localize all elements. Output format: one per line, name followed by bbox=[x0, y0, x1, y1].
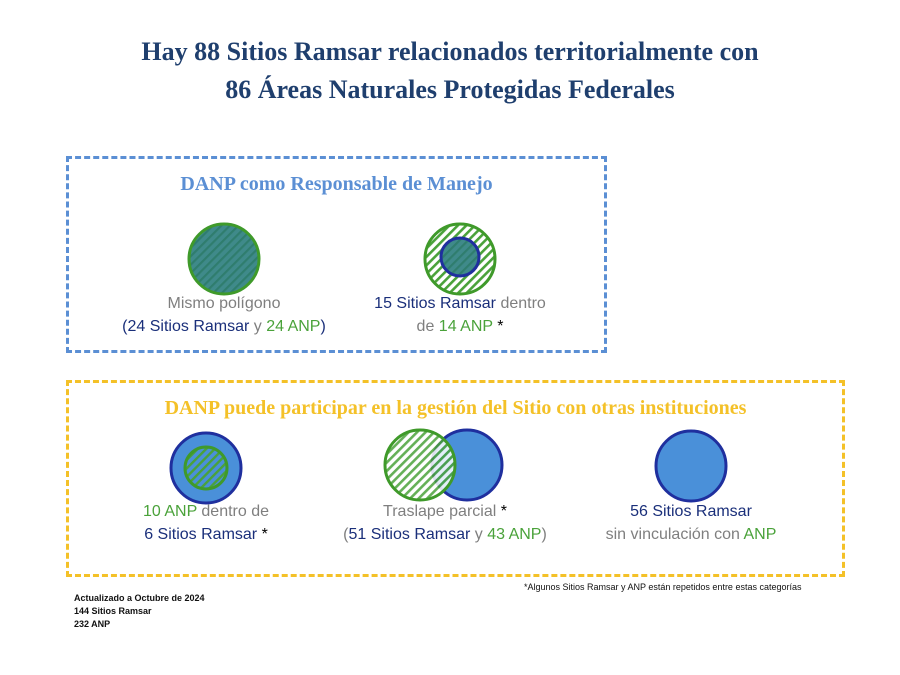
caption-anp-dentro-line2: 6 Sitios Ramsar * bbox=[96, 523, 316, 546]
caption-mismo-poligono-line2: (24 Sitios Ramsar y 24 ANP) bbox=[114, 315, 334, 338]
ramsar-count: 24 Sitios Ramsar bbox=[127, 318, 250, 335]
conjunction: y bbox=[249, 318, 267, 335]
ramsar-inner-circle bbox=[439, 236, 481, 278]
conjunction: y bbox=[470, 526, 488, 543]
caption-mismo-poligono: Mismo polígono (24 Sitios Ramsar y 24 AN… bbox=[114, 292, 334, 338]
section-participa-box: DANP puede participar en la gestión del … bbox=[66, 380, 845, 577]
footnote: *Algunos Sitios Ramsar y ANP están repet… bbox=[524, 582, 802, 592]
footer-updated: Actualizado a Octubre de 2024 bbox=[74, 593, 205, 603]
ramsar-count: 51 Sitios Ramsar bbox=[348, 526, 471, 543]
ramsar-inside-anp-diagram bbox=[423, 222, 497, 296]
page-title-line1: Hay 88 Sitios Ramsar relacionados territ… bbox=[141, 37, 759, 66]
paren-close: ) bbox=[541, 526, 547, 543]
caption-sin-vinculacion-line2: sin vinculación con ANP bbox=[581, 523, 801, 546]
anp-label: ANP bbox=[743, 526, 777, 543]
anp-count: 10 ANP bbox=[142, 503, 197, 520]
section-participa-title: DANP puede participar en la gestión del … bbox=[164, 397, 747, 419]
asterisk: * bbox=[492, 318, 504, 335]
anp-circle bbox=[383, 428, 457, 502]
footer-stats: Actualizado a Octubre de 2024 144 Sitios… bbox=[74, 592, 205, 631]
anp-count: 24 ANP bbox=[266, 318, 321, 335]
partial-overlap-diagram bbox=[383, 428, 504, 502]
paren-close: ) bbox=[320, 318, 326, 335]
ramsar-count: 6 Sitios Ramsar bbox=[144, 526, 258, 543]
anp-count: 14 ANP bbox=[438, 318, 493, 335]
no-link-diagram bbox=[654, 429, 728, 503]
asterisk: * bbox=[257, 526, 268, 543]
caption-text: sin vinculación con bbox=[605, 526, 744, 543]
caption-traslape-line2: (51 Sitios Ramsar y 43 ANP) bbox=[330, 523, 560, 546]
anp-count: 43 ANP bbox=[487, 526, 542, 543]
ramsar-only-circle bbox=[654, 429, 728, 503]
footer-ramsar-total: 144 Sitios Ramsar bbox=[74, 606, 152, 616]
footer-anp-total: 232 ANP bbox=[74, 619, 111, 629]
caption-text: Traslape parcial bbox=[383, 503, 497, 520]
anp-inside-ramsar-diagram bbox=[169, 431, 243, 505]
caption-anp-dentro: 10 ANP dentro de 6 Sitios Ramsar * bbox=[96, 500, 316, 546]
paren-open: ( bbox=[122, 318, 128, 335]
section-manejo-title: DANP como Responsable de Manejo bbox=[180, 173, 493, 195]
caption-ramsar-dentro-line2: de 14 ANP * bbox=[350, 315, 570, 338]
caption-anp-dentro-line1: 10 ANP dentro de bbox=[96, 500, 316, 523]
caption-sin-vinculacion: 56 Sitios Ramsar sin vinculación con ANP bbox=[581, 500, 801, 546]
same-polygon-circle bbox=[187, 222, 261, 296]
page-title-line2: 86 Áreas Naturales Protegidas Federales bbox=[225, 75, 675, 104]
caption-ramsar-dentro-line1: 15 Sitios Ramsar dentro bbox=[350, 292, 570, 315]
paren-open: ( bbox=[343, 526, 349, 543]
caption-text: dentro de bbox=[196, 503, 270, 520]
caption-traslape: Traslape parcial * (51 Sitios Ramsar y 4… bbox=[330, 500, 560, 546]
same-polygon-diagram bbox=[187, 222, 261, 296]
caption-text: de bbox=[416, 318, 439, 335]
caption-traslape-line1: Traslape parcial * bbox=[330, 500, 560, 523]
ramsar-count: 15 Sitios Ramsar bbox=[374, 295, 496, 312]
caption-mismo-poligono-line1: Mismo polígono bbox=[167, 295, 281, 312]
anp-inner-circle bbox=[183, 445, 229, 491]
caption-text: dentro bbox=[496, 295, 546, 312]
section-manejo-box: DANP como Responsable de Manejo bbox=[66, 156, 607, 353]
caption-ramsar-dentro: 15 Sitios Ramsar dentro de 14 ANP * bbox=[350, 292, 570, 338]
caption-sin-vinculacion-line1: 56 Sitios Ramsar bbox=[630, 503, 752, 520]
asterisk: * bbox=[496, 503, 507, 520]
